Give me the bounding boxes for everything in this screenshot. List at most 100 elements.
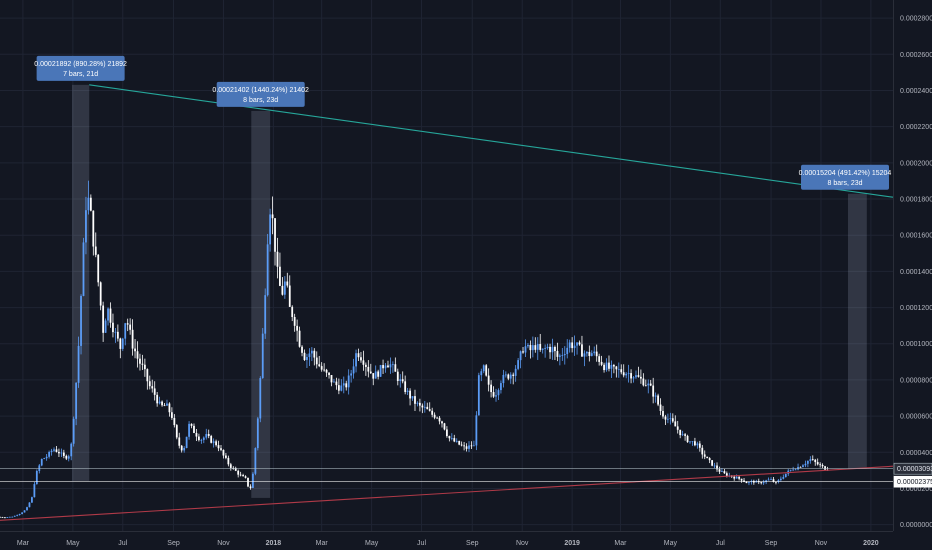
candle-body (242, 475, 244, 477)
measure-label-box (216, 81, 305, 107)
candle-body (477, 375, 480, 416)
candle-body (556, 351, 559, 357)
candle-body (671, 418, 674, 422)
candle-body (811, 459, 814, 460)
candle-body (210, 435, 213, 443)
candle-body (80, 295, 82, 346)
candle-body (4, 517, 6, 519)
candle-body (539, 344, 542, 350)
candle-body (355, 353, 357, 367)
candle-body (551, 346, 554, 353)
candle-body (212, 441, 215, 443)
candle-body (175, 425, 178, 438)
candle-body (531, 345, 534, 351)
candle-body (26, 507, 28, 511)
candle-body (723, 471, 726, 474)
candle-body (158, 401, 161, 404)
candle-body (721, 471, 723, 472)
candle-body (460, 444, 463, 446)
candle-body (43, 458, 46, 459)
candle-body (698, 443, 701, 448)
candle-body (433, 414, 436, 418)
candle-body (689, 441, 691, 443)
candle-body (639, 376, 642, 379)
candle-body (490, 384, 493, 393)
x-tick-label: Sep (466, 540, 479, 547)
candle-body (247, 477, 249, 487)
x-tick-label: Sep (765, 540, 778, 547)
candle-body (261, 333, 264, 379)
measure-label-line2: 7 bars, 21d (63, 71, 98, 78)
x-tick-label: Jul (417, 540, 426, 547)
candle-body (298, 330, 301, 347)
candle-body (99, 282, 102, 306)
candle-body (664, 416, 667, 420)
candle-body (173, 417, 176, 426)
candle-body (50, 450, 53, 452)
candle-body (431, 410, 434, 415)
candle-body (561, 355, 564, 356)
candle-body (364, 364, 367, 367)
candle-body (441, 421, 443, 424)
candle-body (72, 418, 75, 444)
candle-body (170, 412, 173, 418)
candle-body (362, 360, 365, 365)
candle-body (281, 285, 284, 295)
candle-body (794, 469, 797, 471)
candle-body (448, 436, 451, 439)
candle-body (509, 374, 512, 379)
candle-body (377, 371, 380, 377)
candle-body (416, 402, 419, 404)
candle-body (367, 366, 370, 372)
candle-body (706, 456, 709, 459)
candle-body (82, 242, 85, 296)
candle-body (161, 401, 163, 406)
candle-body (259, 378, 262, 419)
candle-body (492, 392, 495, 397)
candle-body (708, 458, 711, 461)
candle-body (644, 385, 647, 387)
candle-body (792, 469, 795, 471)
candle-body (225, 455, 227, 458)
candle-body (541, 348, 544, 350)
candle-body (335, 381, 338, 386)
candle-body (283, 281, 286, 295)
candle-body (735, 476, 738, 479)
candle-body (824, 466, 826, 470)
measure-range-box (251, 110, 271, 498)
candle-body (519, 351, 522, 361)
candle-body (733, 476, 736, 479)
candle-body (87, 197, 90, 211)
price-label-box (893, 462, 932, 475)
candle-body (357, 353, 360, 358)
candle-body (220, 448, 222, 450)
candle-body (517, 360, 520, 369)
candle-body (701, 447, 704, 455)
candle-body (139, 358, 141, 364)
candle-body (657, 395, 659, 405)
candle-body (585, 351, 588, 354)
x-tick-label: May (66, 540, 80, 547)
candle-body (600, 361, 603, 365)
candle-body (500, 383, 502, 391)
x-tick-label: May (365, 540, 379, 547)
candle-body (497, 390, 500, 396)
candle-body (622, 372, 625, 376)
candle-body (33, 484, 36, 498)
candle-body (703, 454, 706, 457)
candle-body (141, 363, 144, 365)
candle-body (129, 324, 132, 330)
candle-body (654, 395, 657, 397)
candle-body (502, 374, 505, 384)
measure-label-line2: 8 bars, 23d (243, 97, 278, 104)
candle-body (819, 464, 822, 466)
candle-body (748, 482, 750, 484)
candle-body (18, 514, 21, 516)
candle-body (450, 438, 453, 439)
candle-body (293, 317, 296, 326)
candle-body (809, 459, 812, 462)
candle-body (156, 394, 159, 404)
